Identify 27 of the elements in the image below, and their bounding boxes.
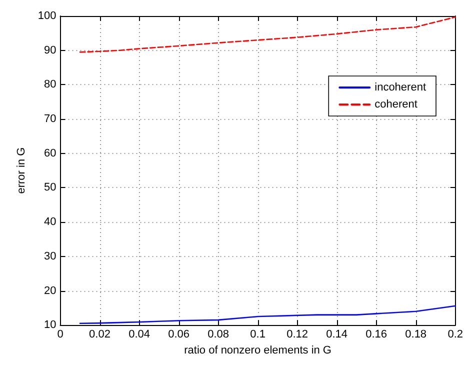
y-tick-label: 10 bbox=[44, 319, 56, 332]
x-axis-title: ratio of nonzero elements in G bbox=[184, 344, 332, 356]
legend-label: incoherent bbox=[374, 82, 426, 94]
x-tick-label: 0.2 bbox=[448, 328, 464, 341]
y-tick-label: 20 bbox=[44, 284, 56, 297]
y-tick-label: 40 bbox=[44, 216, 56, 228]
y-tick-label: 50 bbox=[44, 182, 56, 194]
x-tick-label: 0.12 bbox=[286, 328, 308, 341]
x-tick-label: 0.06 bbox=[168, 328, 190, 341]
x-tick-label: 0.1 bbox=[250, 328, 266, 341]
x-tick-label: 0.04 bbox=[128, 328, 150, 341]
x-tick-label: 0 bbox=[57, 328, 64, 341]
x-tick-label: 0.02 bbox=[89, 328, 110, 341]
line-series bbox=[79, 16, 456, 53]
y-tick-label: 80 bbox=[44, 78, 56, 91]
x-tick-label: 0.18 bbox=[405, 328, 427, 341]
y-tick-label: 70 bbox=[44, 113, 56, 126]
y-tick-label: 100 bbox=[38, 10, 56, 22]
legend-label: coherent bbox=[374, 98, 418, 110]
y-tick-label: 90 bbox=[44, 44, 56, 56]
y-tick-label: 30 bbox=[44, 250, 56, 262]
line-series bbox=[79, 305, 456, 324]
y-tick-label: 60 bbox=[44, 147, 56, 160]
y-axis-title: error in G bbox=[16, 147, 28, 194]
x-tick-label: 0.08 bbox=[208, 328, 230, 341]
x-tick-label: 0.16 bbox=[366, 328, 388, 341]
x-tick-label: 0.14 bbox=[326, 328, 348, 341]
